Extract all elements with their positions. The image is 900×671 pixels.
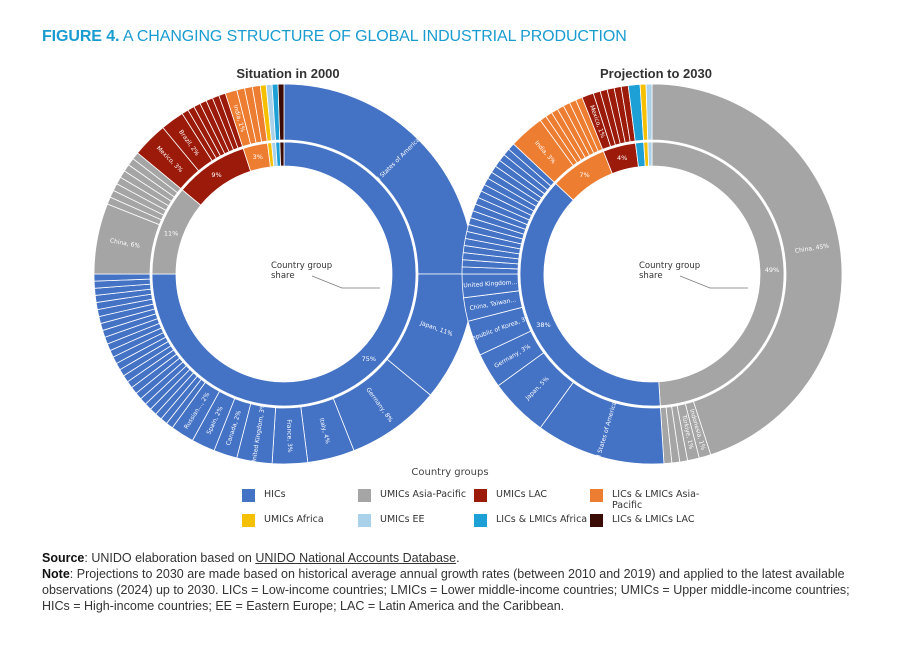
legend-swatch [358, 514, 371, 527]
chart-title-2030: Projection to 2030 [600, 66, 712, 81]
chart-2030-inner-slice-label: 4% [617, 154, 627, 162]
chart-2030-outer-slice [651, 83, 843, 456]
center-label: Country group [639, 261, 700, 271]
source-note: Source: UNIDO elaboration based on UNIDO… [42, 550, 872, 614]
chart-2030-inner-slice-label: 7% [579, 171, 589, 179]
legend-label: HICs [264, 489, 286, 500]
legend-item-lics-lmics-lac: LICs & LMICs LAC [590, 514, 727, 527]
source-link[interactable]: UNIDO National Accounts Database [255, 551, 457, 565]
legend-item-umics-asia-pacific: UMICs Asia-Pacific [358, 489, 495, 502]
center-label: Country group [271, 261, 332, 271]
chart-2000-outer-slice-label: France, 3% [285, 419, 293, 453]
chart-2000-inner-slice-label: 11% [164, 229, 178, 237]
figure-title: FIGURE 4. A CHANGING STRUCTURE OF GLOBAL… [42, 28, 627, 46]
legend-swatch [474, 489, 487, 502]
figure-label: FIGURE 4. [42, 28, 120, 45]
legend-label: UMICs EE [380, 514, 425, 525]
legend-item-hics: HICs [242, 489, 379, 502]
chart-2000-inner-slice [151, 141, 417, 407]
legend-label: UMICs LAC [496, 489, 548, 500]
legend-swatch [242, 514, 255, 527]
chart-2000-inner-slice [279, 141, 285, 167]
source-line: Source: UNIDO elaboration based on UNIDO… [42, 550, 872, 566]
legend-label: UMICs Africa [264, 514, 324, 525]
legend-item-lics-lmics-asia-pacific: LICs & LMICs Asia-Pacific [590, 489, 727, 511]
center-label-leader [679, 275, 748, 289]
chart-2000-inner-slice-label: 3% [253, 153, 263, 161]
chart-title-2000: Situation in 2000 [236, 66, 340, 81]
legend-item-umics-ee: UMICs EE [358, 514, 495, 527]
chart-2000-inner-slice-label: 9% [211, 171, 221, 179]
source-end: . [456, 551, 460, 565]
legend-swatch [590, 514, 603, 527]
note-line: Note: Projections to 2030 are made based… [42, 566, 872, 614]
center-label: share [271, 271, 295, 281]
legend-item-lics-lmics-africa: LICs & LMICs Africa [474, 514, 611, 527]
chart-2030-inner-slice [651, 141, 785, 407]
figure-title-text: A CHANGING STRUCTURE OF GLOBAL INDUSTRIA… [122, 28, 627, 45]
chart-2030-inner-slice-label: 49% [765, 266, 779, 274]
center-label: share [639, 271, 663, 281]
chart-2030-outer-slice [645, 83, 653, 141]
note-text: : Projections to 2030 are made based on … [42, 567, 850, 613]
legend-title: Country groups [411, 467, 489, 478]
chart-2000-outer-slice [277, 83, 285, 141]
legend-swatch [358, 489, 371, 502]
chart-2030-inner-slice [647, 141, 653, 167]
center-label-leader [311, 275, 380, 289]
note-label: Note [42, 567, 70, 581]
chart-2030-outer-slice-label: United Kingdom... [463, 279, 517, 289]
legend-label: LICs & LMICs Africa [496, 514, 588, 525]
chart-2030-inner-slice-label: 38% [536, 321, 550, 329]
legend-swatch [242, 489, 255, 502]
source-text: : UNIDO elaboration based on [84, 551, 256, 565]
legend-item-umics-africa: UMICs Africa [242, 514, 379, 527]
legend-item-umics-lac: UMICs LAC [474, 489, 611, 502]
donut-charts: United States of America, 25%Japan, 11%G… [94, 83, 843, 464]
legend-label: LICs & LMICs Asia-Pacific [612, 489, 700, 511]
legend-label: LICs & LMICs LAC [612, 514, 695, 525]
legend-swatch [474, 514, 487, 527]
chart-2000-inner-slice-label: 75% [362, 355, 376, 363]
legend-swatch [590, 489, 603, 502]
source-label: Source [42, 551, 85, 565]
legend-label: UMICs Asia-Pacific [380, 489, 467, 500]
